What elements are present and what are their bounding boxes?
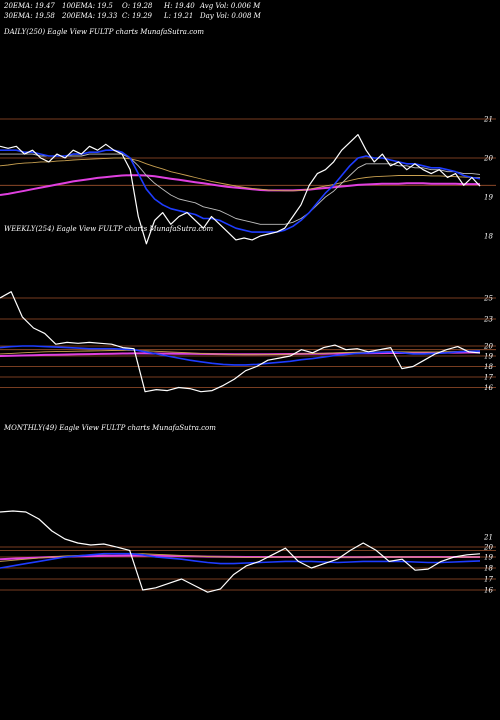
panel-1-y-tick-1: 23	[483, 316, 493, 324]
panel-2-y-tick-3: 18	[484, 565, 493, 573]
panel-0-y-tick-0: 21	[483, 116, 493, 124]
panel-1-series-100ema	[0, 349, 481, 356]
ema100-label: 100EMA: 19.5	[62, 2, 113, 10]
avg-vol-label: Avg Vol: 0.006 M	[200, 2, 261, 10]
ema20-label: 20EMA: 19.47	[4, 2, 55, 10]
weekly-panel-title: WEEKLY(254) Eagle View FULTP charts Muna…	[4, 225, 214, 233]
open-label: O: 19.28	[122, 2, 153, 10]
panel-0-series-price	[0, 134, 481, 245]
panel-0-series-200ema	[0, 174, 480, 196]
high-label: H: 19.40	[164, 2, 195, 10]
monthly-panel-title: MONTHLY(49) Eagle View FULTP charts Muna…	[4, 424, 216, 432]
panel-2-series-price	[0, 510, 481, 593]
daily-panel-title: DAILY(250) Eagle View FULTP charts Munaf…	[4, 28, 204, 36]
close-label: C: 19.29	[122, 12, 152, 20]
panel-1-series-20ema	[0, 345, 481, 366]
panel-0-y-tick-3: 18	[484, 233, 493, 241]
day-vol-label: Day Vol: 0.008 M	[200, 12, 261, 20]
panel-1-y-tick-0: 25	[483, 295, 493, 303]
panel-1-series-price	[0, 291, 481, 393]
panel-0-series-30ema	[0, 153, 481, 225]
panel-0-y-tick-2: 19	[484, 194, 493, 202]
panel-2-y-tick-1: 20	[483, 544, 493, 552]
panel-1-y-tick-6: 16	[484, 384, 493, 392]
panel-2-series-20ema	[0, 552, 481, 569]
ema200-label: 200EMA: 19.33	[62, 12, 118, 20]
ema30-label: 30EMA: 19.58	[4, 12, 55, 20]
low-label: L: 19.21	[164, 12, 194, 20]
panel-2-y-tick-5: 16	[484, 587, 493, 595]
panel-2-y-tick-4: 17	[484, 576, 493, 584]
panel-1-y-tick-5: 17	[484, 374, 493, 382]
panel-2-y-tick-2: 19	[484, 554, 493, 562]
panel-1-y-tick-4: 18	[484, 363, 493, 371]
panel-2-y-tick-0: 21	[483, 534, 493, 542]
panel-1-y-tick-2: 20	[483, 343, 493, 351]
panel-1-y-tick-3: 19	[484, 353, 493, 361]
panel-0-series-100ema	[0, 157, 480, 192]
panel-0-y-tick-1: 20	[483, 155, 493, 163]
